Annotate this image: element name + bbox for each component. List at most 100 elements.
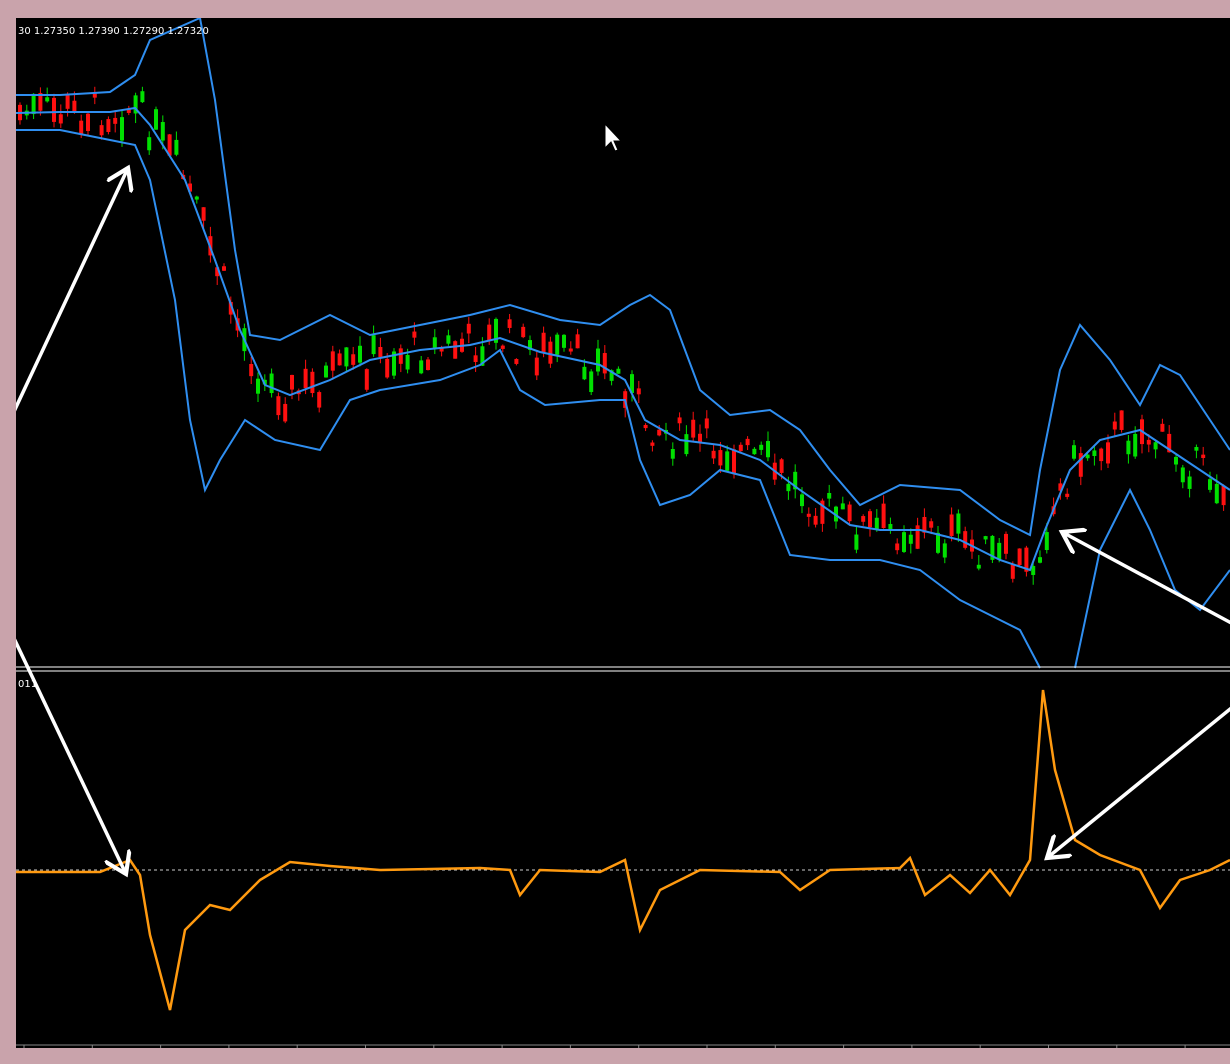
candle-body — [854, 534, 859, 550]
time-label: 24 Aug 13:30 — [981, 1051, 1045, 1062]
candle-body — [514, 358, 519, 364]
candle-body — [942, 543, 947, 558]
candle-body — [1099, 448, 1104, 462]
candle-body — [147, 137, 152, 151]
candle-body — [1221, 485, 1226, 506]
candle-body — [1010, 563, 1015, 579]
candle-body — [432, 337, 437, 348]
candle-body — [704, 418, 709, 429]
candle-body — [446, 335, 451, 344]
candle-body — [711, 450, 716, 459]
time-label: 23 Aug 09:30 — [503, 1051, 567, 1062]
candle-body — [997, 542, 1002, 560]
candle-body — [283, 403, 288, 422]
candle-body — [385, 358, 390, 378]
candle-body — [732, 449, 736, 475]
candle-body — [922, 516, 927, 533]
candle-body — [691, 419, 696, 438]
candle-body — [1214, 483, 1219, 504]
candle-body — [1072, 445, 1076, 459]
candle-body — [643, 424, 648, 429]
candle-body — [1160, 423, 1165, 432]
candle-body — [1065, 493, 1070, 497]
candle-body — [256, 378, 260, 394]
candle-body — [31, 93, 36, 115]
candle-body — [398, 348, 403, 364]
candle-body — [555, 334, 560, 355]
candle-body — [378, 346, 383, 358]
candle-body — [303, 368, 308, 389]
candle-body — [466, 323, 471, 334]
candle-body — [1194, 447, 1199, 451]
candle-body — [1038, 557, 1042, 563]
plot: 30 1.27350 1.27390 1.27290 1.27320 011 2… — [16, 18, 1230, 1062]
candle-body — [86, 113, 90, 132]
candle-body — [936, 532, 940, 553]
candle-body — [92, 93, 97, 98]
candle-body — [419, 360, 424, 374]
candle-body — [1133, 433, 1138, 457]
candle-body — [847, 504, 852, 522]
candle-body — [364, 369, 369, 390]
candle-body — [72, 100, 77, 112]
indicator-label: 011 — [18, 679, 37, 690]
candle-body — [698, 433, 702, 443]
candle-body — [881, 503, 886, 529]
candle-body — [344, 347, 349, 367]
time-label: 23 Aug 05:30 — [435, 1051, 499, 1062]
candle-body — [290, 374, 294, 390]
candle-body — [113, 117, 118, 124]
time-label: 20 Aug 20:30 — [298, 1051, 362, 1062]
candle-body — [745, 438, 750, 446]
candle-body — [908, 534, 913, 544]
candle-body — [358, 345, 362, 363]
candle-body — [1167, 433, 1172, 453]
mouse-cursor — [604, 122, 623, 152]
candle-body — [215, 267, 220, 277]
candle-body — [426, 359, 430, 371]
middle-band — [16, 106, 1230, 572]
time-label: 23 Aug 17:30 — [640, 1051, 704, 1062]
candle-body — [1004, 533, 1008, 554]
candle-body — [194, 196, 199, 200]
candle-body — [949, 514, 954, 536]
time-label: 24 Aug 17:30 — [1049, 1051, 1113, 1062]
upper-band — [16, 18, 1230, 537]
oscillator-line — [16, 689, 1230, 1011]
candle-body — [1187, 476, 1192, 489]
candle-body — [861, 516, 866, 522]
candle-body — [473, 355, 478, 363]
annotation-arrow — [1062, 532, 1230, 625]
candle-body — [188, 183, 192, 192]
candle-body — [310, 371, 315, 394]
candle-body — [759, 444, 764, 450]
candle-body — [167, 134, 172, 156]
lower-band — [1074, 487, 1230, 669]
candle-body — [1044, 532, 1049, 551]
candle-body — [228, 301, 233, 315]
candle-body — [840, 503, 845, 510]
ohlc-readout: 30 1.27350 1.27390 1.27290 1.27320 — [18, 26, 209, 37]
candle-body — [1017, 548, 1022, 566]
candle-body — [45, 97, 50, 102]
candle-body — [330, 351, 335, 371]
candle-body — [575, 334, 580, 349]
candle-body — [1126, 440, 1131, 455]
candle-body — [874, 517, 879, 530]
candle-body — [1153, 442, 1158, 450]
candle-body — [276, 396, 281, 416]
lower-band — [16, 129, 1041, 669]
candle-body — [126, 109, 131, 113]
candle-body — [1078, 453, 1083, 477]
candle-body — [507, 319, 512, 328]
candle-body — [1106, 442, 1110, 464]
time-label: 20 Aug 12:30 — [162, 1051, 226, 1062]
candle-body — [65, 93, 70, 109]
candle-body — [548, 341, 553, 364]
candle-body — [779, 459, 784, 473]
time-label: 24 Aug 05:30 — [845, 1051, 909, 1062]
candle-body — [487, 324, 492, 342]
candle-body — [895, 543, 900, 551]
candle-body — [541, 332, 546, 353]
